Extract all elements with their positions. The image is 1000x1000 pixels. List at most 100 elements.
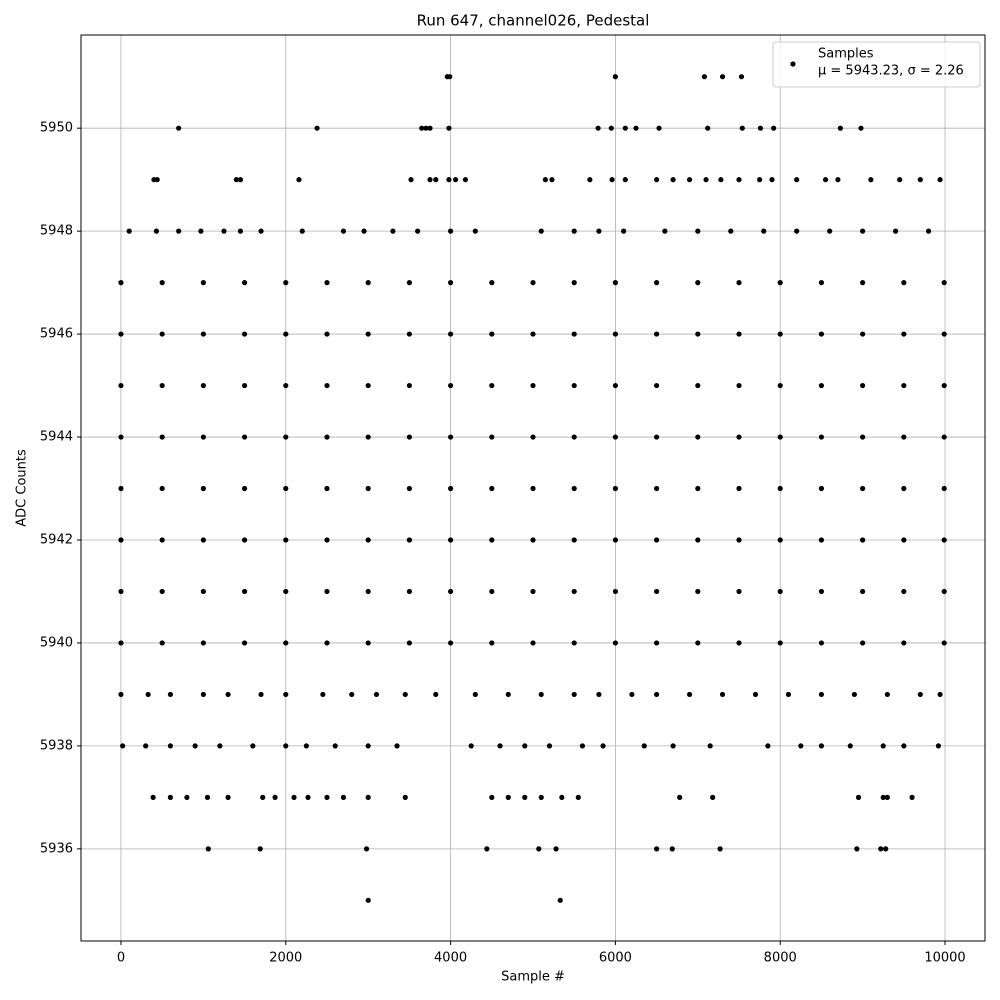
point xyxy=(718,177,724,183)
point xyxy=(241,280,248,286)
point xyxy=(406,434,412,440)
point xyxy=(571,382,577,389)
point xyxy=(695,382,701,389)
point xyxy=(769,177,775,183)
point xyxy=(406,588,412,595)
point xyxy=(283,280,289,286)
point xyxy=(205,846,211,852)
point xyxy=(818,485,825,492)
point xyxy=(200,434,206,440)
point xyxy=(159,434,165,440)
point xyxy=(794,228,800,234)
point xyxy=(530,280,536,286)
point xyxy=(406,331,412,337)
point xyxy=(860,434,866,440)
point xyxy=(728,228,734,234)
point xyxy=(695,280,701,286)
point xyxy=(489,640,495,646)
point xyxy=(703,177,709,183)
point xyxy=(901,280,907,286)
point xyxy=(941,434,947,440)
point xyxy=(365,588,371,595)
point xyxy=(452,177,459,183)
point xyxy=(283,743,289,749)
point xyxy=(447,228,454,234)
point xyxy=(489,434,495,440)
point xyxy=(654,537,660,543)
point xyxy=(489,588,495,595)
point xyxy=(365,640,371,646)
point xyxy=(324,280,330,286)
point xyxy=(901,331,907,337)
point xyxy=(118,588,124,595)
point xyxy=(406,537,412,543)
point xyxy=(736,537,742,543)
point xyxy=(822,177,829,183)
point xyxy=(159,485,165,492)
point xyxy=(118,331,124,337)
point xyxy=(538,228,544,234)
point xyxy=(571,588,577,595)
point xyxy=(365,382,371,389)
point xyxy=(777,588,783,595)
point xyxy=(851,691,857,698)
point xyxy=(777,640,783,646)
point xyxy=(446,177,452,183)
y-tick-label: 5938 xyxy=(40,738,73,753)
point xyxy=(241,434,248,440)
point xyxy=(777,331,783,337)
point xyxy=(695,485,701,492)
point xyxy=(314,125,320,131)
point xyxy=(935,743,942,749)
point xyxy=(818,691,825,698)
point xyxy=(433,691,439,698)
point xyxy=(365,280,371,286)
point xyxy=(530,640,536,646)
x-tick-label: 2000 xyxy=(269,951,302,966)
point xyxy=(847,743,853,749)
point xyxy=(629,691,635,698)
point xyxy=(283,382,289,389)
point xyxy=(818,434,825,440)
point xyxy=(818,640,825,646)
point xyxy=(633,125,639,131)
point xyxy=(505,691,511,698)
point xyxy=(365,331,371,337)
point xyxy=(472,228,478,234)
point xyxy=(200,640,206,646)
point xyxy=(363,846,370,852)
point xyxy=(258,228,264,234)
point xyxy=(324,537,330,543)
point xyxy=(324,434,330,440)
point xyxy=(736,382,742,389)
point xyxy=(447,537,454,543)
point xyxy=(860,228,866,234)
point xyxy=(654,846,660,852)
point xyxy=(118,434,124,440)
point xyxy=(785,691,792,698)
point xyxy=(283,537,289,543)
point xyxy=(324,382,330,389)
point xyxy=(489,280,495,286)
point xyxy=(909,794,915,800)
point xyxy=(118,537,124,543)
point xyxy=(557,897,563,903)
point xyxy=(612,588,619,595)
point xyxy=(241,537,248,543)
point xyxy=(654,691,660,698)
point xyxy=(600,743,606,749)
point xyxy=(941,640,947,646)
point xyxy=(662,228,668,234)
point xyxy=(880,794,886,800)
point xyxy=(522,794,528,800)
point xyxy=(237,177,244,183)
point xyxy=(217,743,223,749)
point xyxy=(324,794,330,800)
point xyxy=(818,382,825,389)
point xyxy=(198,228,204,234)
point xyxy=(765,743,771,749)
point xyxy=(612,485,619,492)
point xyxy=(447,588,454,595)
point xyxy=(241,588,248,595)
